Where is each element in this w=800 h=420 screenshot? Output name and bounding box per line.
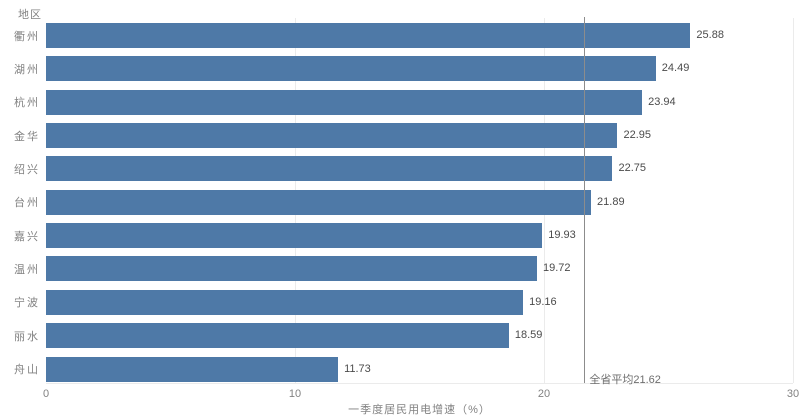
value-label: 19.72 — [543, 262, 571, 275]
bar[interactable] — [46, 356, 339, 382]
value-label: 22.75 — [618, 162, 646, 175]
bar[interactable] — [46, 256, 538, 282]
category-label: 衢州 — [14, 30, 40, 43]
x-tick-label: 0 — [42, 388, 50, 400]
x-axis-line — [46, 383, 793, 384]
bar[interactable] — [46, 156, 613, 182]
category-label: 金华 — [14, 130, 40, 143]
category-label: 丽水 — [14, 330, 40, 343]
value-label: 18.59 — [514, 329, 543, 342]
x-tick-label: 10 — [288, 388, 302, 400]
category-label: 温州 — [14, 263, 40, 276]
y-axis-title: 地区 — [18, 9, 42, 21]
bar[interactable] — [46, 223, 543, 249]
x-tick-label: 20 — [537, 388, 551, 400]
value-label: 24.49 — [661, 62, 690, 75]
category-label: 台州 — [14, 197, 40, 210]
value-label: 22.95 — [623, 129, 651, 142]
x-tick-label: 30 — [786, 388, 800, 400]
bar[interactable] — [46, 89, 643, 115]
bar[interactable] — [46, 123, 618, 149]
value-label: 25.88 — [696, 29, 724, 41]
value-label: 23.94 — [648, 95, 676, 108]
bar[interactable] — [46, 289, 524, 315]
category-label: 绍兴 — [14, 163, 40, 176]
category-label: 舟山 — [14, 364, 40, 376]
gridline — [793, 18, 794, 383]
reference-line-label: 全省平均21.62 — [589, 374, 661, 386]
value-label: 19.16 — [529, 295, 557, 308]
value-label: 21.89 — [597, 195, 625, 208]
category-label: 湖州 — [14, 63, 40, 76]
reference-line — [584, 17, 586, 383]
bar[interactable] — [46, 323, 509, 349]
bar[interactable] — [46, 56, 656, 82]
bar[interactable] — [46, 23, 691, 48]
value-label: 19.93 — [548, 229, 576, 242]
category-label: 杭州 — [14, 97, 40, 110]
category-label: 嘉兴 — [14, 230, 40, 243]
category-label: 宁波 — [14, 297, 40, 310]
x-axis-title: 一季度居民用电增速（%） — [348, 404, 491, 416]
bar[interactable] — [46, 189, 592, 215]
value-label: 11.73 — [344, 362, 371, 375]
